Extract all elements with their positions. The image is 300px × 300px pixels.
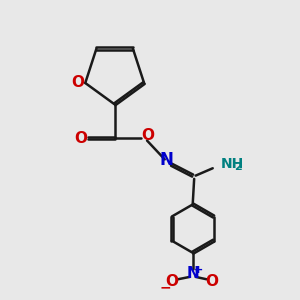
Text: N: N bbox=[186, 266, 199, 281]
Text: O: O bbox=[205, 274, 218, 289]
Text: O: O bbox=[141, 128, 154, 143]
Text: O: O bbox=[74, 131, 87, 146]
Text: O: O bbox=[166, 274, 178, 289]
Text: O: O bbox=[71, 76, 84, 91]
Text: 2: 2 bbox=[235, 162, 242, 172]
Text: +: + bbox=[194, 266, 203, 275]
Text: N: N bbox=[159, 151, 173, 169]
Text: NH: NH bbox=[221, 158, 244, 171]
Text: −: − bbox=[160, 280, 171, 295]
